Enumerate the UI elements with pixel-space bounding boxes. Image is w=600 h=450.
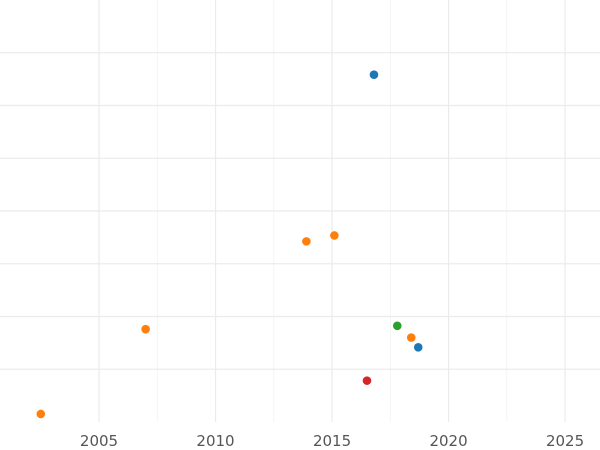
data-point: [330, 231, 339, 240]
data-point: [302, 237, 311, 246]
x-tick-label: 2025: [546, 432, 584, 450]
data-point: [141, 324, 150, 334]
data-point: [392, 321, 402, 331]
data-point: [362, 376, 372, 385]
data-points: [36, 70, 423, 419]
data-point: [406, 333, 416, 342]
grid: [0, 0, 600, 422]
x-tick-label: 2020: [429, 432, 467, 450]
data-point: [369, 70, 379, 79]
data-point: [413, 343, 423, 352]
x-tick-label: 2010: [196, 432, 234, 450]
x-axis-tick-labels: 2005 2010 2015 2020 2025: [80, 432, 584, 450]
x-tick-label: 2015: [313, 432, 351, 450]
data-point: [36, 409, 46, 419]
x-tick-label: 2005: [80, 432, 118, 450]
